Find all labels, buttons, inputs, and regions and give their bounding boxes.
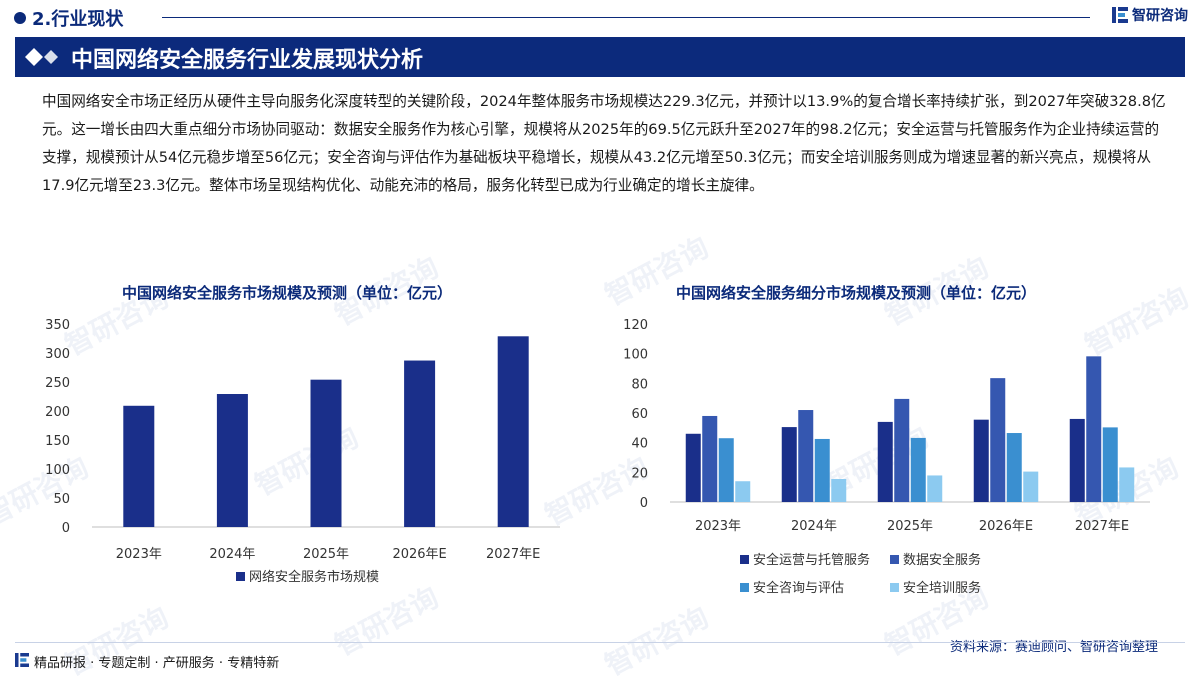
x-tick-label: 2024年 bbox=[791, 519, 837, 534]
bar bbox=[718, 438, 734, 502]
legend-label: 网络安全服务市场规模 bbox=[249, 569, 379, 585]
bar bbox=[1023, 471, 1039, 502]
bar bbox=[702, 415, 718, 502]
title-banner: 中国网络安全服务行业发展现状分析 bbox=[15, 37, 1185, 77]
y-tick-label: 120 bbox=[623, 318, 648, 333]
data-source: 资料来源：赛迪顾问、智研咨询整理 bbox=[949, 640, 1158, 655]
legend-label: 安全培训服务 bbox=[903, 580, 981, 596]
bar bbox=[798, 410, 814, 502]
brand-logo-small-icon bbox=[15, 653, 29, 667]
brand-logo-text: 智研咨询 bbox=[1132, 8, 1188, 24]
bar bbox=[831, 479, 847, 502]
legend-label: 安全运营与托管服务 bbox=[753, 552, 870, 568]
legend-label: 数据安全服务 bbox=[903, 552, 981, 568]
bar bbox=[404, 360, 436, 527]
x-tick-label: 2023年 bbox=[695, 519, 741, 534]
bar bbox=[1006, 433, 1022, 502]
top-bar: 2.行业现状 智研咨询 bbox=[0, 0, 1200, 36]
bar bbox=[973, 419, 989, 502]
bar bbox=[894, 398, 910, 502]
y-tick-label: 40 bbox=[631, 437, 648, 452]
footer-services: 精品研报 · 专题定制 · 产研服务 · 专精特新 bbox=[34, 656, 280, 671]
section-divider bbox=[162, 17, 1090, 18]
y-tick-label: 0 bbox=[62, 521, 70, 536]
bar bbox=[1102, 427, 1118, 502]
chart1-title: 中国网络安全服务市场规模及预测（单位：亿元） bbox=[122, 284, 453, 302]
bar bbox=[910, 437, 926, 502]
y-tick-label: 50 bbox=[53, 492, 70, 507]
bar bbox=[685, 433, 701, 502]
bar bbox=[497, 336, 529, 527]
chart2-segment-market: 0 20 40 60 80 100 120 2023年 2024年 2025年 2026年E 2027… bbox=[623, 318, 1150, 596]
chart2-title: 中国网络安全服务细分市场规模及预测（单位：亿元） bbox=[676, 284, 1037, 302]
legend-label: 安全咨询与评估 bbox=[753, 580, 844, 596]
brand-logo-icon bbox=[1112, 7, 1128, 23]
y-tick-label: 150 bbox=[45, 434, 70, 449]
y-tick-label: 100 bbox=[45, 463, 70, 478]
legend-swatch bbox=[890, 583, 899, 592]
bar bbox=[216, 394, 248, 527]
bar bbox=[735, 481, 751, 502]
x-tick-label: 2027年E bbox=[486, 547, 540, 562]
x-tick-label: 2023年 bbox=[116, 547, 162, 562]
summary-paragraph: 中国网络安全市场正经历从硬件主导向服务化深度转型的关键阶段，2024年整体服务市… bbox=[42, 93, 1166, 194]
y-tick-label: 80 bbox=[631, 377, 648, 392]
bar bbox=[310, 379, 342, 527]
y-tick-label: 20 bbox=[631, 466, 648, 481]
x-tick-label: 2026年E bbox=[979, 519, 1033, 534]
bar bbox=[781, 427, 797, 502]
chart1-total-market: 0 50 100 150 200 250 300 350 2023年 2024年 2025年 2026… bbox=[45, 318, 560, 585]
bar bbox=[877, 421, 893, 502]
x-tick-label: 2025年 bbox=[303, 547, 349, 562]
bar bbox=[990, 378, 1006, 502]
bar bbox=[1086, 356, 1102, 502]
y-tick-label: 350 bbox=[45, 318, 70, 333]
y-tick-label: 250 bbox=[45, 376, 70, 391]
bar bbox=[814, 438, 830, 502]
footer-divider bbox=[15, 642, 1185, 643]
section-bullet-icon bbox=[14, 12, 26, 24]
y-tick-label: 60 bbox=[631, 407, 648, 422]
page-title: 中国网络安全服务行业发展现状分析 bbox=[71, 48, 424, 73]
bar bbox=[1069, 418, 1085, 502]
bar bbox=[927, 475, 943, 502]
x-tick-label: 2024年 bbox=[209, 547, 255, 562]
x-tick-label: 2025年 bbox=[887, 519, 933, 534]
legend-swatch bbox=[740, 583, 749, 592]
bar bbox=[123, 405, 155, 527]
x-tick-label: 2027年E bbox=[1075, 519, 1129, 534]
bar bbox=[1119, 467, 1135, 502]
y-tick-label: 100 bbox=[623, 348, 648, 363]
section-title: 2.行业现状 bbox=[32, 9, 124, 30]
y-tick-label: 0 bbox=[640, 496, 648, 511]
legend-swatch bbox=[890, 555, 899, 564]
y-tick-label: 300 bbox=[45, 347, 70, 362]
diamond-icon bbox=[25, 48, 58, 66]
legend-swatch bbox=[740, 555, 749, 564]
y-tick-label: 200 bbox=[45, 405, 70, 420]
legend-swatch bbox=[236, 572, 245, 581]
brand-logo: 智研咨询 bbox=[1112, 5, 1188, 25]
x-tick-label: 2026年E bbox=[392, 547, 446, 562]
